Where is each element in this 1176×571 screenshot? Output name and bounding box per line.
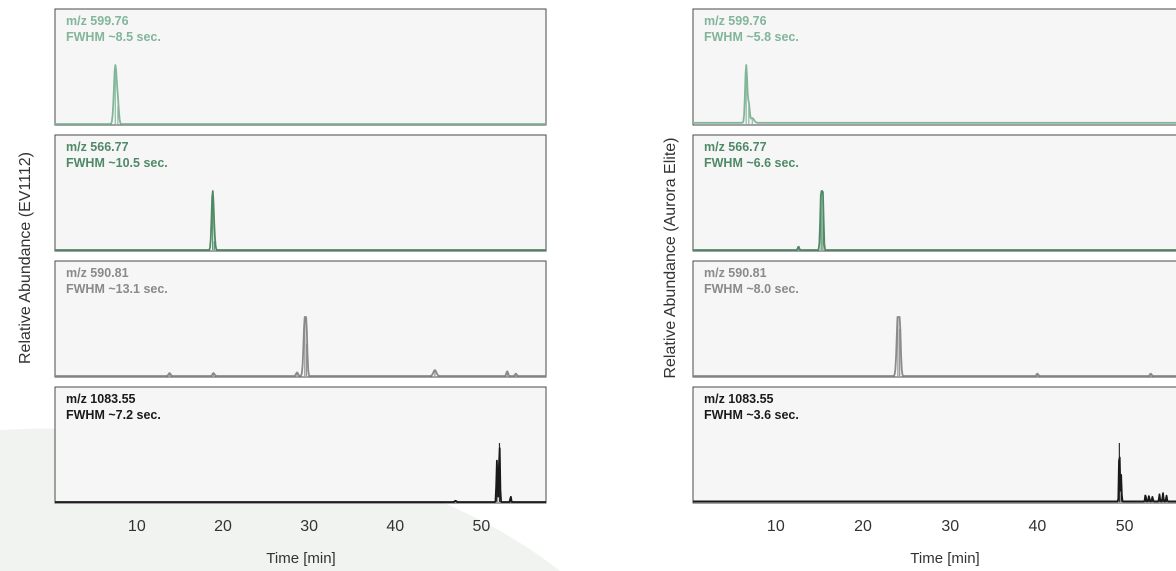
panel-frame (54, 386, 547, 504)
trace-series (54, 447, 547, 503)
panel-2: m/z 566.77 FWHM ~6.6 sec. (692, 134, 1176, 252)
fwhm-label: FWHM ~13.1 sec. (66, 282, 168, 296)
panel-3: m/z 590.81 FWHM ~13.1 sec. (54, 260, 547, 378)
y-axis-title-left: Relative Abundance (EV1112) (17, 152, 34, 364)
mz-label: m/z 590.81 (66, 266, 129, 280)
x-tick-label: 40 (1029, 518, 1047, 535)
fwhm-label: FWHM ~8.5 sec. (66, 30, 161, 44)
trace-series (54, 316, 547, 377)
trace-series (692, 316, 1176, 377)
mz-label: m/z 1083.55 (66, 392, 136, 406)
x-tick-label: 40 (386, 518, 404, 535)
panel-frame (54, 8, 547, 126)
panel-4: m/z 1083.55 FWHM ~3.6 sec. (692, 386, 1176, 504)
mz-label: m/z 566.77 (704, 140, 767, 154)
x-tick-label: 20 (214, 518, 232, 535)
x-tick-label: 50 (1116, 518, 1134, 535)
panel-3: m/z 590.81 FWHM ~8.0 sec. (692, 260, 1176, 378)
trace-series (692, 64, 1176, 124)
mz-label: m/z 590.81 (704, 266, 767, 280)
fwhm-label: FWHM ~7.2 sec. (66, 408, 161, 422)
panel-frame (692, 134, 1176, 252)
panel-1: m/z 599.76 FWHM ~8.5 sec. (54, 8, 547, 126)
mz-label: m/z 566.77 (66, 140, 129, 154)
panel-frame (692, 8, 1176, 126)
x-axis-title-right: Time [min] (910, 550, 979, 567)
mz-label: m/z 599.76 (704, 14, 767, 28)
panel-frame (692, 386, 1176, 504)
fwhm-label: FWHM ~8.0 sec. (704, 282, 799, 296)
panel-frame (54, 134, 547, 252)
fwhm-label: FWHM ~10.5 sec. (66, 156, 168, 170)
x-tick-label: 30 (941, 518, 959, 535)
trace-series (54, 64, 547, 125)
trace-series (54, 190, 547, 251)
mz-label: m/z 1083.55 (704, 392, 774, 406)
x-tick-label: 10 (767, 518, 785, 535)
fwhm-label: FWHM ~5.8 sec. (704, 30, 799, 44)
panel-1: m/z 599.76 FWHM ~5.8 sec. (692, 8, 1176, 126)
x-tick-label: 30 (300, 518, 318, 535)
trace-series (692, 456, 1176, 503)
chart-aurora-elite: Relative Abundance (Aurora Elite) Time [… (662, 8, 1176, 567)
chart-ev1112: Relative Abundance (EV1112) Time [min] m… (17, 8, 547, 567)
panel-4: m/z 1083.55 FWHM ~7.2 sec. (54, 386, 547, 504)
panel-frame (692, 260, 1176, 378)
trace-series (692, 190, 1176, 251)
panel-2: m/z 566.77 FWHM ~10.5 sec. (54, 134, 547, 252)
fwhm-label: FWHM ~3.6 sec. (704, 408, 799, 422)
x-axis-title-left: Time [min] (266, 550, 335, 567)
mz-label: m/z 599.76 (66, 14, 129, 28)
fwhm-label: FWHM ~6.6 sec. (704, 156, 799, 170)
y-axis-title-right: Relative Abundance (Aurora Elite) (662, 137, 679, 378)
x-tick-label: 10 (128, 518, 146, 535)
x-tick-label: 20 (854, 518, 872, 535)
x-tick-label: 50 (472, 518, 490, 535)
panel-frame (54, 260, 547, 378)
